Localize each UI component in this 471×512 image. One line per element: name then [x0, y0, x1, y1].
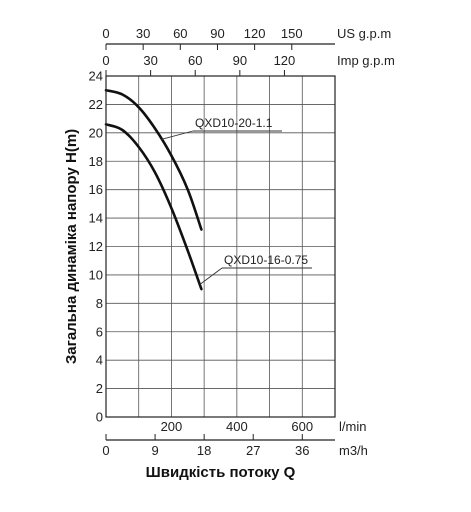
grid [106, 76, 335, 417]
x-imp-gpm-tick-label: 30 [143, 53, 157, 68]
y-tick-label: 24 [89, 69, 103, 84]
series-label: QXD10-20-1.1 [195, 116, 273, 130]
x-m3h-unit-label: m3/h [339, 443, 368, 458]
x-us-gpm-unit-label: US g.p.m [337, 26, 391, 41]
series-line-2 [104, 123, 203, 291]
x-us-gpm-tick-label: 30 [136, 26, 150, 41]
series-group [104, 88, 312, 291]
x-lpm-unit-label: l/min [339, 419, 366, 434]
x-imp-gpm-tick-label: 90 [233, 53, 247, 68]
y-tick-label: 8 [96, 296, 103, 311]
y-axis-title: Загальна динаміка напору H(m) [63, 129, 80, 364]
y-tick-label: 0 [96, 410, 103, 425]
y-tick-label: 4 [96, 353, 103, 368]
x-us-gpm-tick-label: 150 [281, 26, 303, 41]
series-leader-line [199, 267, 223, 285]
x-us-gpm-tick-label: 0 [102, 26, 109, 41]
y-tick-label: 22 [89, 97, 103, 112]
x-axis-title: Швидкість потоку Q [146, 464, 296, 481]
x-imp-gpm-unit-label: Imp g.p.m [337, 53, 395, 68]
x-m3h-tick-label: 9 [151, 443, 158, 458]
series-leader-line [161, 130, 194, 140]
x-imp-gpm-tick-label: 60 [188, 53, 202, 68]
x-lpm-tick-label: 600 [291, 419, 313, 434]
y-tick-label: 16 [89, 182, 103, 197]
series-label: QXD10-16-0.75 [224, 253, 308, 267]
y-tick-label: 12 [89, 239, 103, 254]
x-m3h-tick-label: 18 [197, 443, 211, 458]
x-m3h-tick-label: 0 [102, 443, 109, 458]
x-us-gpm-tick-label: 120 [244, 26, 266, 41]
x-imp-gpm-tick-label: 120 [274, 53, 296, 68]
x-imp-gpm-tick-label: 0 [102, 53, 109, 68]
x-m3h-tick-label: 27 [246, 443, 260, 458]
series-line-1 [104, 88, 203, 231]
plot-frame [105, 75, 336, 418]
x-us-gpm-tick-label: 90 [210, 26, 224, 41]
x-m3h-tick-label: 36 [295, 443, 309, 458]
y-tick-label: 18 [89, 154, 103, 169]
y-tick-label: 2 [96, 381, 103, 396]
x-lpm-tick-label: 200 [161, 419, 183, 434]
axes [105, 43, 336, 441]
x-lpm-tick-label: 400 [226, 419, 248, 434]
x-us-gpm-tick-label: 60 [173, 26, 187, 41]
y-tick-label: 6 [96, 324, 103, 339]
y-tick-label: 20 [89, 125, 103, 140]
y-tick-label: 10 [89, 267, 103, 282]
y-tick-label: 14 [89, 211, 103, 226]
